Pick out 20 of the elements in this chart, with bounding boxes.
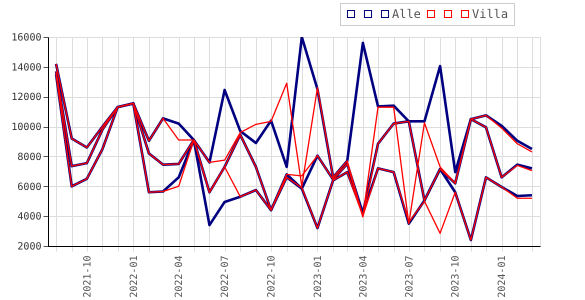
x-tick-label: 2022-04 bbox=[174, 256, 186, 298]
x-tick-label: 2024-01 bbox=[497, 256, 508, 298]
x-tick-label: 2022-01 bbox=[128, 256, 140, 298]
x-tick-label: 2023-07 bbox=[404, 256, 416, 298]
y-tick-label: 2000 bbox=[17, 242, 42, 252]
legend-label: Alle bbox=[392, 7, 421, 21]
x-tick-label: 2023-10 bbox=[450, 256, 462, 298]
y-tick-label: 4000 bbox=[17, 212, 42, 223]
y-tick-label: 16000 bbox=[11, 32, 42, 44]
legend-label: Villa bbox=[472, 7, 508, 21]
x-tick-label: 2022-07 bbox=[220, 256, 232, 298]
x-tick-label: 2023-01 bbox=[312, 256, 324, 298]
y-tick-label: 10000 bbox=[11, 122, 42, 134]
x-tick-label: 2021-10 bbox=[82, 256, 94, 298]
x-tick-label: 2022-10 bbox=[266, 256, 278, 298]
y-tick-label: 8000 bbox=[17, 152, 42, 163]
y-tick-label: 12000 bbox=[11, 92, 42, 104]
y-tick-label: 6000 bbox=[17, 182, 42, 193]
y-tick-label: 14000 bbox=[11, 62, 42, 74]
x-tick-label: 2023-04 bbox=[358, 256, 370, 298]
